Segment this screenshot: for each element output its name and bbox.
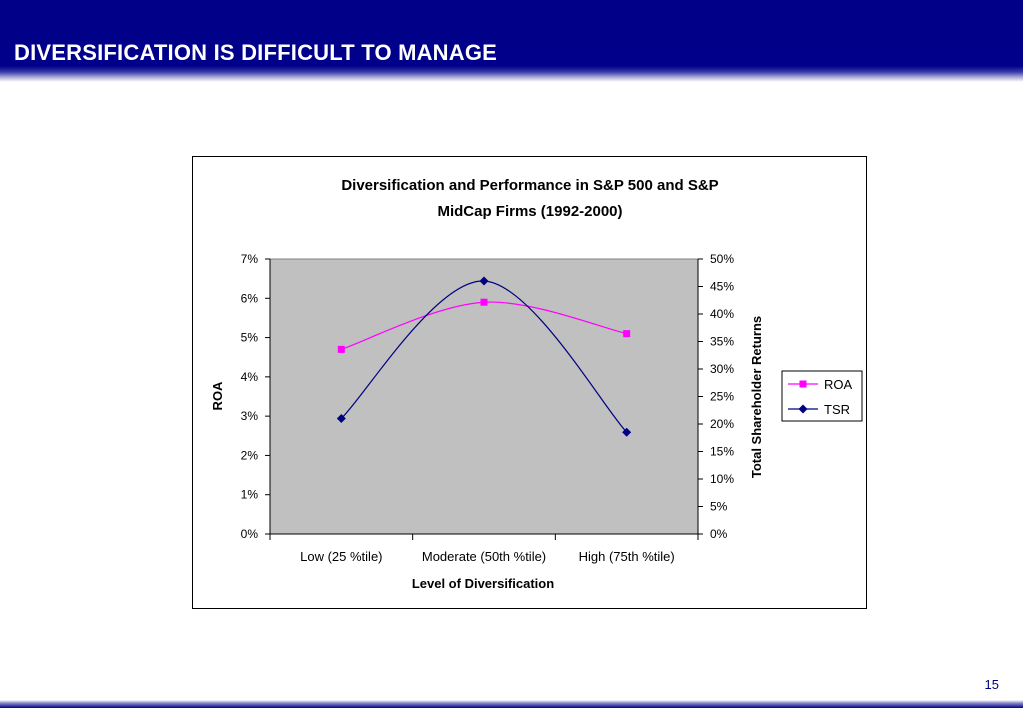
y-tick-label: 5% [241,331,259,345]
y2-tick-label: 20% [710,417,734,431]
roa-point [623,330,631,338]
y2-tick-label: 5% [710,500,728,514]
tsr-point [336,414,346,423]
y2-tick-label: 15% [710,445,734,459]
chart: Diversification and Performance in S&P 5… [210,177,863,591]
y2-axis-label: Total Shareholder Returns [749,316,764,478]
chart-title-line-1: Diversification and Performance in S&P 5… [341,177,718,194]
y-tick-label: 1% [241,488,259,502]
legend-tsr-marker [798,404,808,414]
page-number: 15 [984,677,999,692]
y-tick-label: 6% [241,291,259,305]
chart-frame: Diversification and Performance in S&P 5… [192,156,867,609]
y2-tick-label: 45% [710,280,734,294]
roa-point [480,298,488,306]
slide-title: DIVERSIFICATION IS DIFFICULT TO MANAGE [14,40,498,65]
header-bar [0,0,1023,82]
y-tick-label: 2% [241,448,259,462]
tsr-point [479,276,489,286]
footer-bar [0,700,1023,708]
roa-point [337,345,345,353]
legend-tsr-label: TSR [824,402,850,417]
y-axis-label: ROA [210,381,225,411]
legend-box [781,370,863,422]
y2-tick-label: 35% [710,335,734,349]
y-tick-label: 3% [241,409,259,423]
y2-tick-label: 30% [710,362,734,376]
y-tick-label: 0% [241,527,259,541]
x-tick-label: High (75th %tile) [579,549,675,564]
y-tick-label: 4% [241,370,259,384]
tsr-point [622,427,632,437]
x-tick-label: Moderate (50th %tile) [422,549,546,564]
x-tick-label: Low (25 %tile) [300,549,382,564]
y2-tick-label: 0% [710,527,728,541]
y-tick-label: 7% [241,252,259,266]
y2-tick-label: 25% [710,390,734,404]
y2-tick-label: 10% [710,472,734,486]
legend-roa-label: ROA [824,377,853,392]
x-axis-label: Level of Diversification [412,576,554,591]
chart-title-line-2: MidCap Firms (1992-2000) [437,203,622,220]
y2-tick-label: 50% [710,252,734,266]
y2-tick-label: 40% [710,307,734,321]
legend-roa-marker [799,380,807,388]
